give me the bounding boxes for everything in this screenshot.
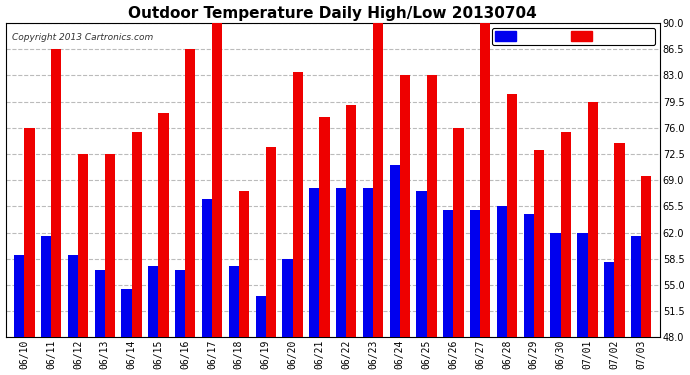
Bar	[121, 289, 132, 337]
Bar	[453, 128, 464, 337]
Bar	[159, 113, 168, 337]
Bar	[443, 210, 453, 337]
Bar	[282, 259, 293, 337]
Bar	[266, 147, 276, 337]
Text: Copyright 2013 Cartronics.com: Copyright 2013 Cartronics.com	[12, 33, 153, 42]
Bar	[561, 132, 571, 337]
Bar	[426, 75, 437, 337]
Bar	[534, 150, 544, 337]
Bar	[604, 262, 614, 337]
Bar	[614, 143, 624, 337]
Bar	[363, 188, 373, 337]
Bar	[390, 165, 400, 337]
Bar	[255, 296, 266, 337]
Bar	[148, 266, 159, 337]
Bar	[507, 94, 518, 337]
Bar	[400, 75, 410, 337]
Bar	[416, 191, 426, 337]
Bar	[185, 49, 195, 337]
Bar	[346, 105, 356, 337]
Bar	[41, 236, 51, 337]
Title: Outdoor Temperature Daily High/Low 20130704: Outdoor Temperature Daily High/Low 20130…	[128, 6, 537, 21]
Bar	[24, 128, 34, 337]
Bar	[68, 255, 78, 337]
Bar	[175, 270, 185, 337]
Bar	[524, 214, 534, 337]
Bar	[480, 20, 491, 337]
Bar	[373, 23, 383, 337]
Bar	[631, 236, 641, 337]
Bar	[95, 270, 105, 337]
Bar	[470, 210, 480, 337]
Bar	[587, 102, 598, 337]
Bar	[551, 232, 561, 337]
Bar	[51, 49, 61, 337]
Bar	[578, 232, 587, 337]
Bar	[309, 188, 319, 337]
Bar	[228, 266, 239, 337]
Bar	[14, 255, 24, 337]
Bar	[641, 177, 651, 337]
Bar	[319, 117, 330, 337]
Legend: Low  (°F), High  (°F): Low (°F), High (°F)	[492, 28, 655, 45]
Bar	[336, 188, 346, 337]
Bar	[105, 154, 115, 337]
Bar	[132, 132, 141, 337]
Bar	[212, 23, 222, 337]
Bar	[293, 72, 303, 337]
Bar	[239, 191, 249, 337]
Bar	[202, 199, 212, 337]
Bar	[78, 154, 88, 337]
Bar	[497, 206, 507, 337]
